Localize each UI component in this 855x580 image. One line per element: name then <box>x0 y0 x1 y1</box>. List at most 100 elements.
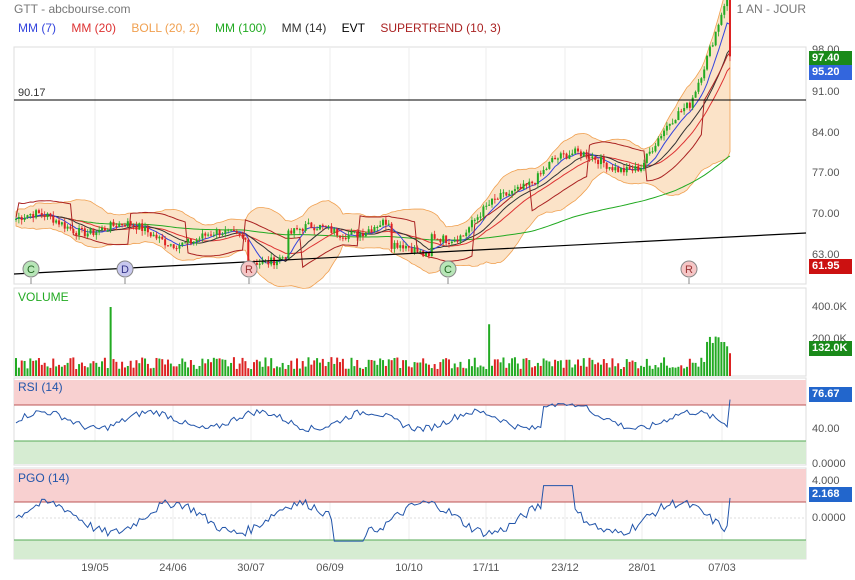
pgo-tick-0: 0.0000 <box>812 512 846 524</box>
candle-body <box>35 210 38 218</box>
legend-mm7[interactable]: MM (7) <box>18 21 56 35</box>
volume-bar <box>473 357 476 376</box>
candle-body <box>685 102 688 109</box>
candle-body <box>597 159 600 165</box>
volume-bar <box>390 360 393 376</box>
volume-bar <box>129 360 132 376</box>
volume-bar <box>235 368 238 376</box>
volume-bar <box>101 361 104 376</box>
volume-bar <box>43 362 46 376</box>
candle-body <box>146 226 149 233</box>
candle-body <box>135 226 138 230</box>
candle-body <box>126 221 129 227</box>
candle-body <box>339 235 342 238</box>
volume-bar <box>166 359 169 376</box>
candle-body <box>101 227 104 231</box>
volume-bar <box>680 365 683 376</box>
legend-evt[interactable]: EVT <box>341 21 366 35</box>
candle-body <box>238 232 241 236</box>
volume-bar <box>717 337 720 376</box>
candle-body <box>430 234 433 257</box>
volume-bar <box>617 363 620 376</box>
candle-body <box>37 210 40 214</box>
volume-bar <box>155 357 158 376</box>
event-label: C <box>27 264 35 276</box>
candle-body <box>66 226 69 229</box>
candle-body <box>293 228 296 234</box>
volume-bar <box>20 360 23 376</box>
candle-body <box>631 169 634 171</box>
legend-mm14[interactable]: MM (14) <box>281 21 327 35</box>
volume-bar <box>261 366 264 376</box>
volume-bar <box>241 357 244 376</box>
volume-bar <box>126 365 129 376</box>
candle-body <box>247 239 250 264</box>
volume-bar <box>58 364 61 376</box>
volume-bar <box>663 357 666 376</box>
volume-bar <box>545 360 548 376</box>
candle-body <box>164 239 167 246</box>
volume-bar <box>479 365 482 376</box>
candle-body <box>407 245 410 248</box>
volume-bar <box>556 361 559 376</box>
volume-bar <box>450 368 453 376</box>
volume-bar <box>525 358 528 376</box>
candle-body <box>688 102 691 108</box>
candle-body <box>677 111 680 121</box>
candle-body <box>611 167 614 171</box>
candle-body <box>192 241 195 244</box>
volume-bar <box>52 358 55 376</box>
volume-bar <box>29 358 32 376</box>
candle-body <box>511 190 514 194</box>
volume-bar <box>468 359 471 376</box>
candle-body <box>465 232 468 236</box>
legend-supertrend[interactable]: SUPERTREND (10, 3) <box>380 21 501 35</box>
event-marker <box>116 260 134 278</box>
volume-bar <box>347 368 350 376</box>
candle-body <box>393 242 396 249</box>
mm7-line <box>15 22 731 264</box>
volume-bar <box>141 357 144 376</box>
volume-bar <box>642 366 645 376</box>
candle-body <box>80 228 83 230</box>
candle-body <box>608 167 611 169</box>
candle-body <box>29 214 32 216</box>
candle-body <box>184 242 187 244</box>
candle-body <box>166 245 169 247</box>
volume-bar <box>187 367 190 376</box>
candle-body <box>470 220 473 228</box>
candle-body <box>642 162 645 169</box>
candle-body <box>680 111 683 113</box>
volume-bar <box>121 361 124 376</box>
candle-body <box>178 245 181 249</box>
volume-bar <box>307 357 310 376</box>
candle-body <box>144 226 147 231</box>
volume-bar <box>15 358 17 376</box>
volume-bar <box>671 367 674 376</box>
volume-bar <box>711 342 714 376</box>
volume-bar <box>46 366 49 376</box>
candle-body <box>628 166 631 170</box>
rsi-line <box>15 399 731 433</box>
candle-body <box>218 229 221 236</box>
volume-bar <box>729 353 731 376</box>
candle-body <box>491 198 493 205</box>
candle-body <box>508 193 511 196</box>
volume-bar <box>296 358 299 376</box>
candle-body <box>72 228 75 233</box>
candle-body <box>505 192 508 196</box>
candle-body <box>513 189 516 191</box>
period-label[interactable]: 1 AN - JOUR <box>736 2 806 16</box>
pgo-line <box>15 485 731 542</box>
legend-mm20[interactable]: MM (20) <box>71 21 117 35</box>
volume-bar <box>599 364 602 376</box>
candle-body <box>141 223 144 231</box>
pgo-tick-4: 4.000 <box>812 475 840 487</box>
volume-bar <box>565 359 568 376</box>
candle-body <box>396 242 399 248</box>
candle-body <box>69 226 72 229</box>
legend-mm100[interactable]: MM (100) <box>214 21 267 35</box>
volume-bar <box>313 360 316 376</box>
legend-boll[interactable]: BOLL (20, 2) <box>131 21 200 35</box>
